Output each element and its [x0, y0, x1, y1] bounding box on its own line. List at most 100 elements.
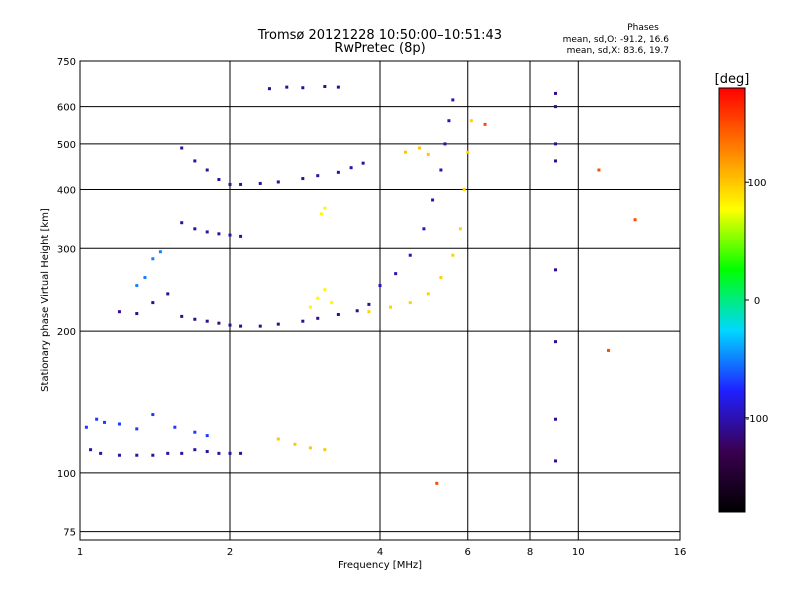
- x-tick-label: 6: [465, 547, 471, 558]
- plot-frame: [79, 60, 681, 541]
- data-point: [301, 177, 305, 181]
- data-point: [228, 233, 232, 237]
- data-point: [217, 232, 221, 236]
- data-point: [403, 150, 407, 154]
- data-point: [597, 168, 601, 172]
- colorbar: [718, 87, 746, 513]
- data-point: [151, 301, 155, 305]
- colorbar-ticks: 100 0 -100: [745, 178, 768, 425]
- data-point: [158, 250, 162, 254]
- data-point: [319, 212, 323, 216]
- data-point: [166, 451, 170, 455]
- x-axis-label: Frequency [MHz]: [338, 560, 422, 571]
- data-point: [258, 324, 262, 328]
- data-point: [99, 451, 103, 455]
- data-point: [426, 152, 430, 156]
- data-point: [180, 221, 184, 225]
- data-point: [217, 451, 221, 455]
- data-point: [135, 427, 139, 431]
- data-point: [469, 119, 473, 123]
- data-point: [330, 301, 334, 305]
- data-points: [84, 85, 637, 485]
- chart-title: Tromsø 20121228 10:50:00–10:51:43: [257, 28, 502, 43]
- data-point: [217, 321, 221, 325]
- data-point: [443, 142, 447, 146]
- data-point: [173, 425, 177, 429]
- data-point: [276, 322, 280, 326]
- data-point: [422, 227, 426, 231]
- data-point: [84, 425, 88, 429]
- data-point: [239, 234, 243, 238]
- data-point: [408, 253, 412, 257]
- data-point: [435, 481, 439, 485]
- data-point: [151, 257, 155, 261]
- data-point: [553, 91, 557, 95]
- colorbar-label: [deg]: [715, 72, 750, 87]
- data-point: [239, 451, 243, 455]
- data-point: [378, 284, 382, 288]
- data-point: [228, 451, 232, 455]
- stats-line-o: mean, sd,O: -91.2, 16.6: [563, 35, 670, 45]
- data-point: [117, 453, 121, 457]
- data-point: [355, 309, 359, 313]
- data-point: [276, 437, 280, 441]
- data-point: [103, 420, 107, 424]
- y-tick-label: 400: [57, 185, 76, 196]
- data-point: [180, 451, 184, 455]
- data-point: [553, 159, 557, 163]
- data-point: [431, 198, 435, 202]
- data-point: [308, 305, 312, 309]
- data-point: [239, 182, 243, 186]
- data-point: [408, 301, 412, 305]
- data-point: [394, 272, 398, 276]
- data-point: [389, 305, 393, 309]
- data-point: [607, 348, 611, 352]
- data-point: [316, 174, 320, 178]
- y-tick-label: 750: [57, 57, 76, 68]
- x-tick-label: 1: [77, 547, 83, 558]
- y-tick-label: 75: [63, 528, 76, 539]
- data-point: [267, 87, 271, 91]
- data-point: [89, 448, 93, 452]
- data-point: [285, 85, 289, 89]
- data-point: [483, 122, 487, 126]
- data-point: [553, 459, 557, 463]
- data-point: [205, 319, 209, 323]
- data-point: [228, 323, 232, 327]
- data-point: [228, 182, 232, 186]
- data-point: [417, 146, 421, 150]
- y-tick-label: 600: [57, 103, 76, 114]
- data-point: [367, 310, 371, 314]
- x-axis-ticks: 1 2 4 6 8 10 16: [77, 547, 687, 558]
- data-point: [205, 230, 209, 234]
- data-point: [439, 168, 443, 172]
- data-point: [451, 253, 455, 257]
- data-point: [293, 442, 297, 446]
- x-tick-label: 8: [527, 547, 533, 558]
- data-point: [323, 85, 327, 89]
- data-point: [135, 284, 139, 288]
- data-point: [336, 312, 340, 316]
- x-tick-label: 16: [674, 547, 687, 558]
- colorbar-tick-label: 100: [747, 178, 766, 189]
- data-point: [258, 181, 262, 185]
- data-point: [316, 296, 320, 300]
- data-point: [308, 446, 312, 450]
- data-point: [151, 413, 155, 417]
- x-tick-label: 2: [227, 547, 233, 558]
- data-point: [367, 302, 371, 306]
- y-axis-label: Stationary phase Virtual Height [km]: [40, 208, 51, 392]
- data-point: [301, 86, 305, 90]
- data-point: [205, 450, 209, 454]
- data-point: [135, 453, 139, 457]
- data-point: [462, 187, 466, 191]
- data-point: [458, 227, 462, 231]
- data-point: [117, 422, 121, 426]
- data-point: [193, 430, 197, 434]
- data-point: [323, 448, 327, 452]
- data-point: [336, 85, 340, 89]
- chart-subtitle: RwPretec (8p): [334, 41, 425, 56]
- data-point: [205, 434, 209, 438]
- data-point: [301, 319, 305, 323]
- y-tick-label: 500: [57, 140, 76, 151]
